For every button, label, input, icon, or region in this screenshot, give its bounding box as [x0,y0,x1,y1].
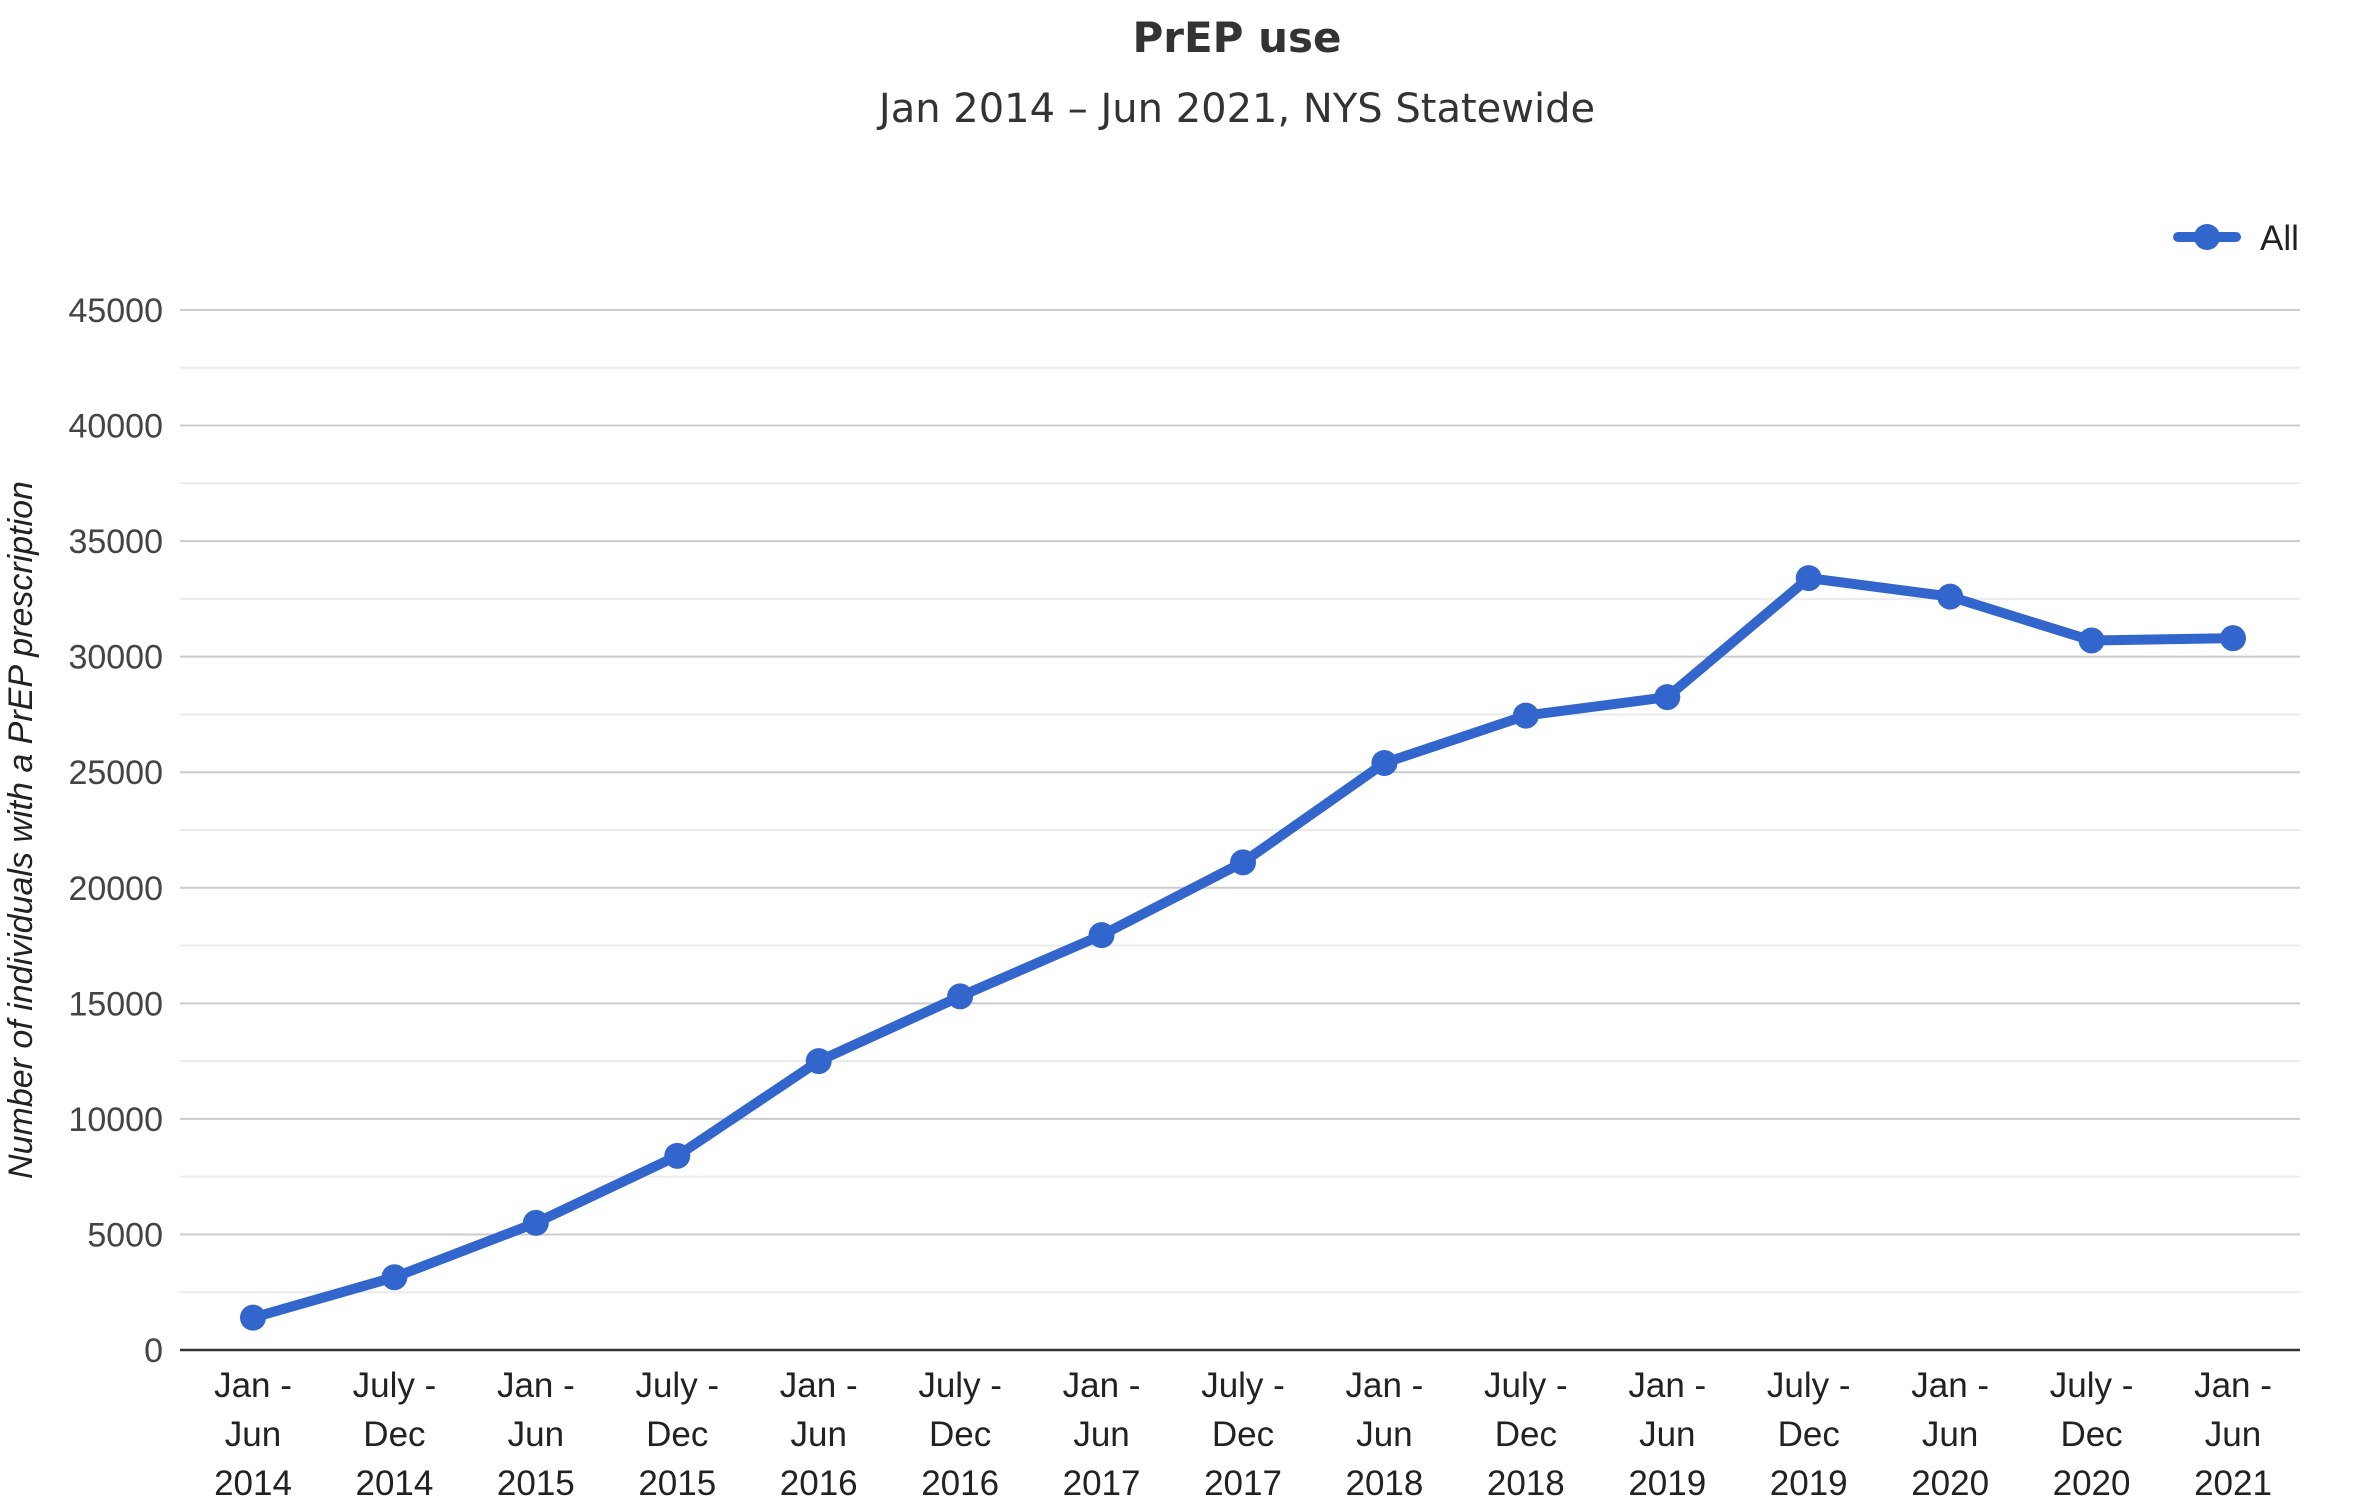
x-tick-label: July - [2050,1366,2134,1405]
x-tick-label: Jan - [780,1366,858,1405]
x-tick-label: Jun [1073,1415,1129,1454]
x-tick-label: 2020 [1911,1464,1989,1500]
x-tick-label: 2021 [2194,1464,2272,1500]
y-tick-label: 40000 [68,408,163,446]
x-tick-label: Jun [225,1415,281,1454]
data-point[interactable] [1088,922,1115,949]
x-tick-label: Jan - [1911,1366,1989,1405]
x-tick-label: Jan - [1063,1366,1141,1405]
y-tick-label: 30000 [68,639,163,677]
legend[interactable]: All [2173,219,2299,258]
x-tick-label: July - [353,1366,437,1405]
x-tick-label: Dec [363,1415,425,1454]
x-tick-label: 2014 [355,1464,433,1500]
chart-title: PrEP use [1133,13,1342,62]
legend-swatch-dot [2194,224,2220,250]
x-tick-label: 2018 [1487,1464,1565,1500]
x-tick-label: 2014 [214,1464,292,1500]
x-tick-label: 2017 [1204,1464,1282,1500]
data-point[interactable] [240,1304,266,1331]
legend-label-all: All [2260,219,2299,258]
x-tick-label: 2019 [1770,1464,1848,1500]
x-tick-label: July - [635,1366,719,1405]
data-point[interactable] [522,1209,549,1236]
x-axis-ticks: Jan - Jun 2014 July - Dec 2014 Jan - Jun 2015 Jul… [214,1366,2272,1503]
x-tick-label: 2015 [638,1464,716,1500]
data-point[interactable] [805,1048,832,1075]
x-tick-label: Jan - [2194,1366,2272,1405]
y-tick-label: 15000 [68,985,163,1023]
y-tick-label: 25000 [68,754,163,792]
x-tick-label: Jun [1356,1415,1412,1454]
x-tick-label: July - [918,1366,1002,1405]
data-point[interactable] [1795,565,1822,592]
x-tick-label: Jun [508,1415,564,1454]
x-tick-label: Jun [1922,1415,1978,1454]
y-tick-label: 0 [144,1332,163,1370]
data-point[interactable] [664,1142,691,1169]
series-line [248,573,2238,1323]
y-axis-title: Number of individuals with a PrEP prescr… [2,481,40,1179]
x-tick-label: 2019 [1628,1464,1706,1500]
x-tick-label: 2018 [1345,1464,1423,1500]
chart-subtitle: Jan 2014 – Jun 2021, NYS Statewide [876,86,1595,132]
y-tick-label: 45000 [68,292,163,330]
data-point[interactable] [1371,749,1398,776]
x-tick-label: Jan - [214,1366,292,1405]
x-tick-label: Dec [1212,1415,1274,1454]
series-all [240,565,2246,1331]
x-tick-label: July - [1767,1366,1851,1405]
x-tick-label: Dec [929,1415,991,1454]
x-tick-label: Jan - [1346,1366,1424,1405]
x-tick-label: Dec [2060,1415,2122,1454]
grid-lines [180,309,2300,1294]
data-point[interactable] [947,983,974,1010]
y-tick-label: 35000 [68,523,163,561]
x-tick-label: 2020 [2053,1464,2131,1500]
x-tick-label: Dec [1495,1415,1557,1454]
data-point[interactable] [381,1264,408,1291]
x-tick-label: Jun [1639,1415,1695,1454]
data-point[interactable] [2078,627,2105,654]
data-point[interactable] [1654,684,1681,711]
x-tick-label: 2017 [1063,1464,1141,1500]
y-tick-label: 5000 [87,1216,163,1254]
x-tick-label: July - [1201,1366,1285,1405]
y-axis-ticks: 0 5000 10000 15000 20000 25000 30000 35000 40000… [68,292,163,1370]
x-tick-label: 2015 [497,1464,575,1500]
x-tick-label: Jan - [1628,1366,1706,1405]
data-point[interactable] [1230,849,1256,876]
x-tick-label: July - [1484,1366,1568,1405]
y-tick-label: 10000 [68,1101,163,1139]
x-tick-label: Jun [790,1415,846,1454]
x-tick-label: Jun [2205,1415,2261,1454]
y-tick-label: 20000 [68,870,163,908]
x-tick-label: Dec [646,1415,708,1454]
data-point[interactable] [2220,625,2246,652]
x-tick-label: 2016 [780,1464,858,1500]
data-point[interactable] [1512,702,1539,729]
data-point[interactable] [1937,583,1964,610]
x-tick-label: Jan - [497,1366,575,1405]
x-tick-label: 2016 [921,1464,999,1500]
x-tick-label: Dec [1778,1415,1840,1454]
